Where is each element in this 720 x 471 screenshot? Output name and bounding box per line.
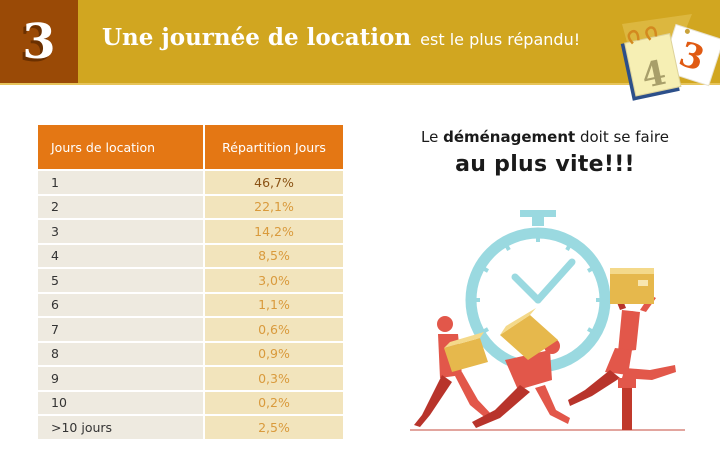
table-row: 8 0,9%: [38, 340, 343, 365]
section-number-box: 3: [0, 0, 78, 83]
column-header-days: Jours de location: [38, 125, 203, 169]
cell-days: 9: [38, 365, 203, 390]
table-row: 3 14,2%: [38, 218, 343, 243]
banner-title-bold: Une journée de location: [102, 24, 412, 51]
banner-title: Une journée de location est le plus répa…: [102, 24, 580, 51]
banner-title-rest: est le plus répandu!: [420, 30, 581, 49]
table-row: >10 jours 2,5%: [38, 414, 343, 439]
table-row: 4 8,5%: [38, 242, 343, 267]
cell-days: 6: [38, 291, 203, 316]
table-row: 10 0,2%: [38, 389, 343, 414]
rental-days-table: Jours de location Répartition Jours 1 46,…: [38, 125, 343, 439]
table-header-row: Jours de location Répartition Jours: [38, 125, 343, 169]
tagline-post: doit se faire: [579, 128, 669, 146]
header-banner: 3 Une journée de location est le plus ré…: [0, 0, 720, 85]
cell-days: >10 jours: [38, 414, 203, 439]
cell-days: 4: [38, 242, 203, 267]
cell-days: 8: [38, 340, 203, 365]
cell-share: 3,0%: [203, 267, 343, 292]
column-header-share: Répartition Jours: [203, 125, 343, 169]
tagline-bold: déménagement: [443, 128, 576, 146]
tagline-line-1: Le déménagement doit se faire: [395, 128, 695, 146]
stopwatch-movers-icon: [410, 210, 685, 431]
cell-share: 14,2%: [203, 218, 343, 243]
table-row: 9 0,3%: [38, 365, 343, 390]
table-row: 6 1,1%: [38, 291, 343, 316]
table-row: 7 0,6%: [38, 316, 343, 341]
cell-days: 7: [38, 316, 203, 341]
tagline-line-2: au plus vite!!!: [455, 152, 635, 177]
table-row: 5 3,0%: [38, 267, 343, 292]
cell-share: 8,5%: [203, 242, 343, 267]
cell-share: 0,6%: [203, 316, 343, 341]
cell-days: 2: [38, 193, 203, 218]
cell-share: 0,2%: [203, 389, 343, 414]
cell-days: 1: [38, 169, 203, 194]
table-row: 2 22,1%: [38, 193, 343, 218]
section-number: 3: [22, 13, 56, 70]
cell-share: 46,7%: [203, 169, 343, 194]
tagline-pre: Le: [420, 128, 439, 146]
cell-share: 0,9%: [203, 340, 343, 365]
cell-share: 1,1%: [203, 291, 343, 316]
cell-share: 0,3%: [203, 365, 343, 390]
cell-share: 2,5%: [203, 414, 343, 439]
table-row: 1 46,7%: [38, 169, 343, 194]
cell-days: 5: [38, 267, 203, 292]
calendar-icon: 3 4: [620, 14, 720, 101]
cell-days: 10: [38, 389, 203, 414]
cell-share: 22,1%: [203, 193, 343, 218]
tagline: Le déménagement doit se faire au plus vi…: [395, 128, 695, 177]
cell-days: 3: [38, 218, 203, 243]
